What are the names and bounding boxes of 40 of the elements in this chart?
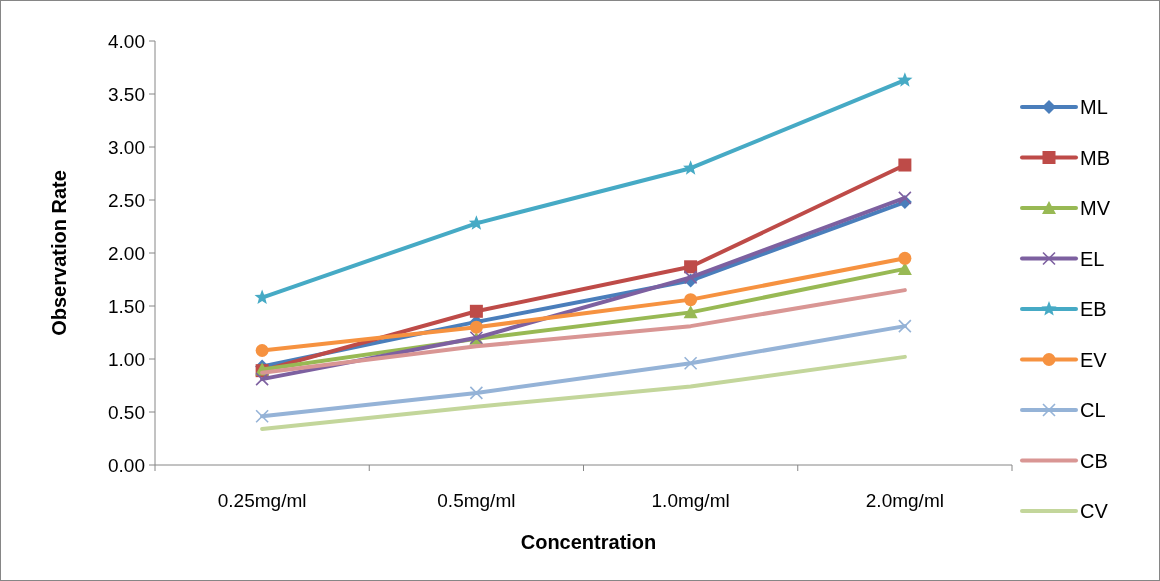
y-tick-label: 2.50	[108, 189, 145, 211]
point	[255, 409, 269, 424]
y-tick-label: 1.00	[108, 348, 145, 370]
point	[469, 386, 484, 400]
legend-label: CL	[1080, 399, 1106, 421]
legend-label: ML	[1080, 96, 1108, 118]
legend-label: MV	[1080, 197, 1111, 219]
legend-label: EV	[1080, 348, 1108, 371]
legend-label: CB	[1080, 449, 1108, 472]
legend-label: CV	[1080, 500, 1109, 522]
line-series	[260, 354, 907, 431]
point	[683, 305, 698, 319]
point	[898, 191, 912, 205]
x-tick-label: 1.0mg/ml	[651, 490, 730, 511]
y-tick-label: 4.00	[108, 30, 145, 52]
x-axis-title: Concentration	[520, 531, 657, 553]
legend-label: MB	[1080, 146, 1110, 169]
point	[898, 251, 912, 265]
legend-label: EL	[1080, 247, 1105, 270]
point	[897, 72, 913, 87]
y-axis-title: Observation Rate	[48, 170, 70, 336]
x-tick-label: 0.25mg/ml	[217, 490, 307, 511]
point	[898, 158, 912, 172]
x-tick-label: 2.0mg/ml	[865, 490, 944, 511]
point	[683, 356, 698, 371]
point	[469, 320, 483, 334]
point	[255, 344, 269, 358]
y-tick-label: 3.00	[108, 136, 145, 158]
y-tick-label: 2.00	[108, 242, 145, 264]
legend-label: EB	[1080, 298, 1107, 320]
point	[469, 304, 483, 318]
point	[898, 319, 912, 333]
y-tick-label: 0.00	[108, 454, 145, 476]
x-tick-label: 0.5mg/ml	[437, 490, 516, 511]
y-tick-label: 1.50	[108, 295, 145, 317]
y-tick-label: 0.50	[108, 401, 145, 423]
point	[255, 372, 269, 386]
point	[684, 260, 698, 274]
point	[684, 293, 698, 307]
y-tick-label: 3.50	[108, 83, 145, 105]
